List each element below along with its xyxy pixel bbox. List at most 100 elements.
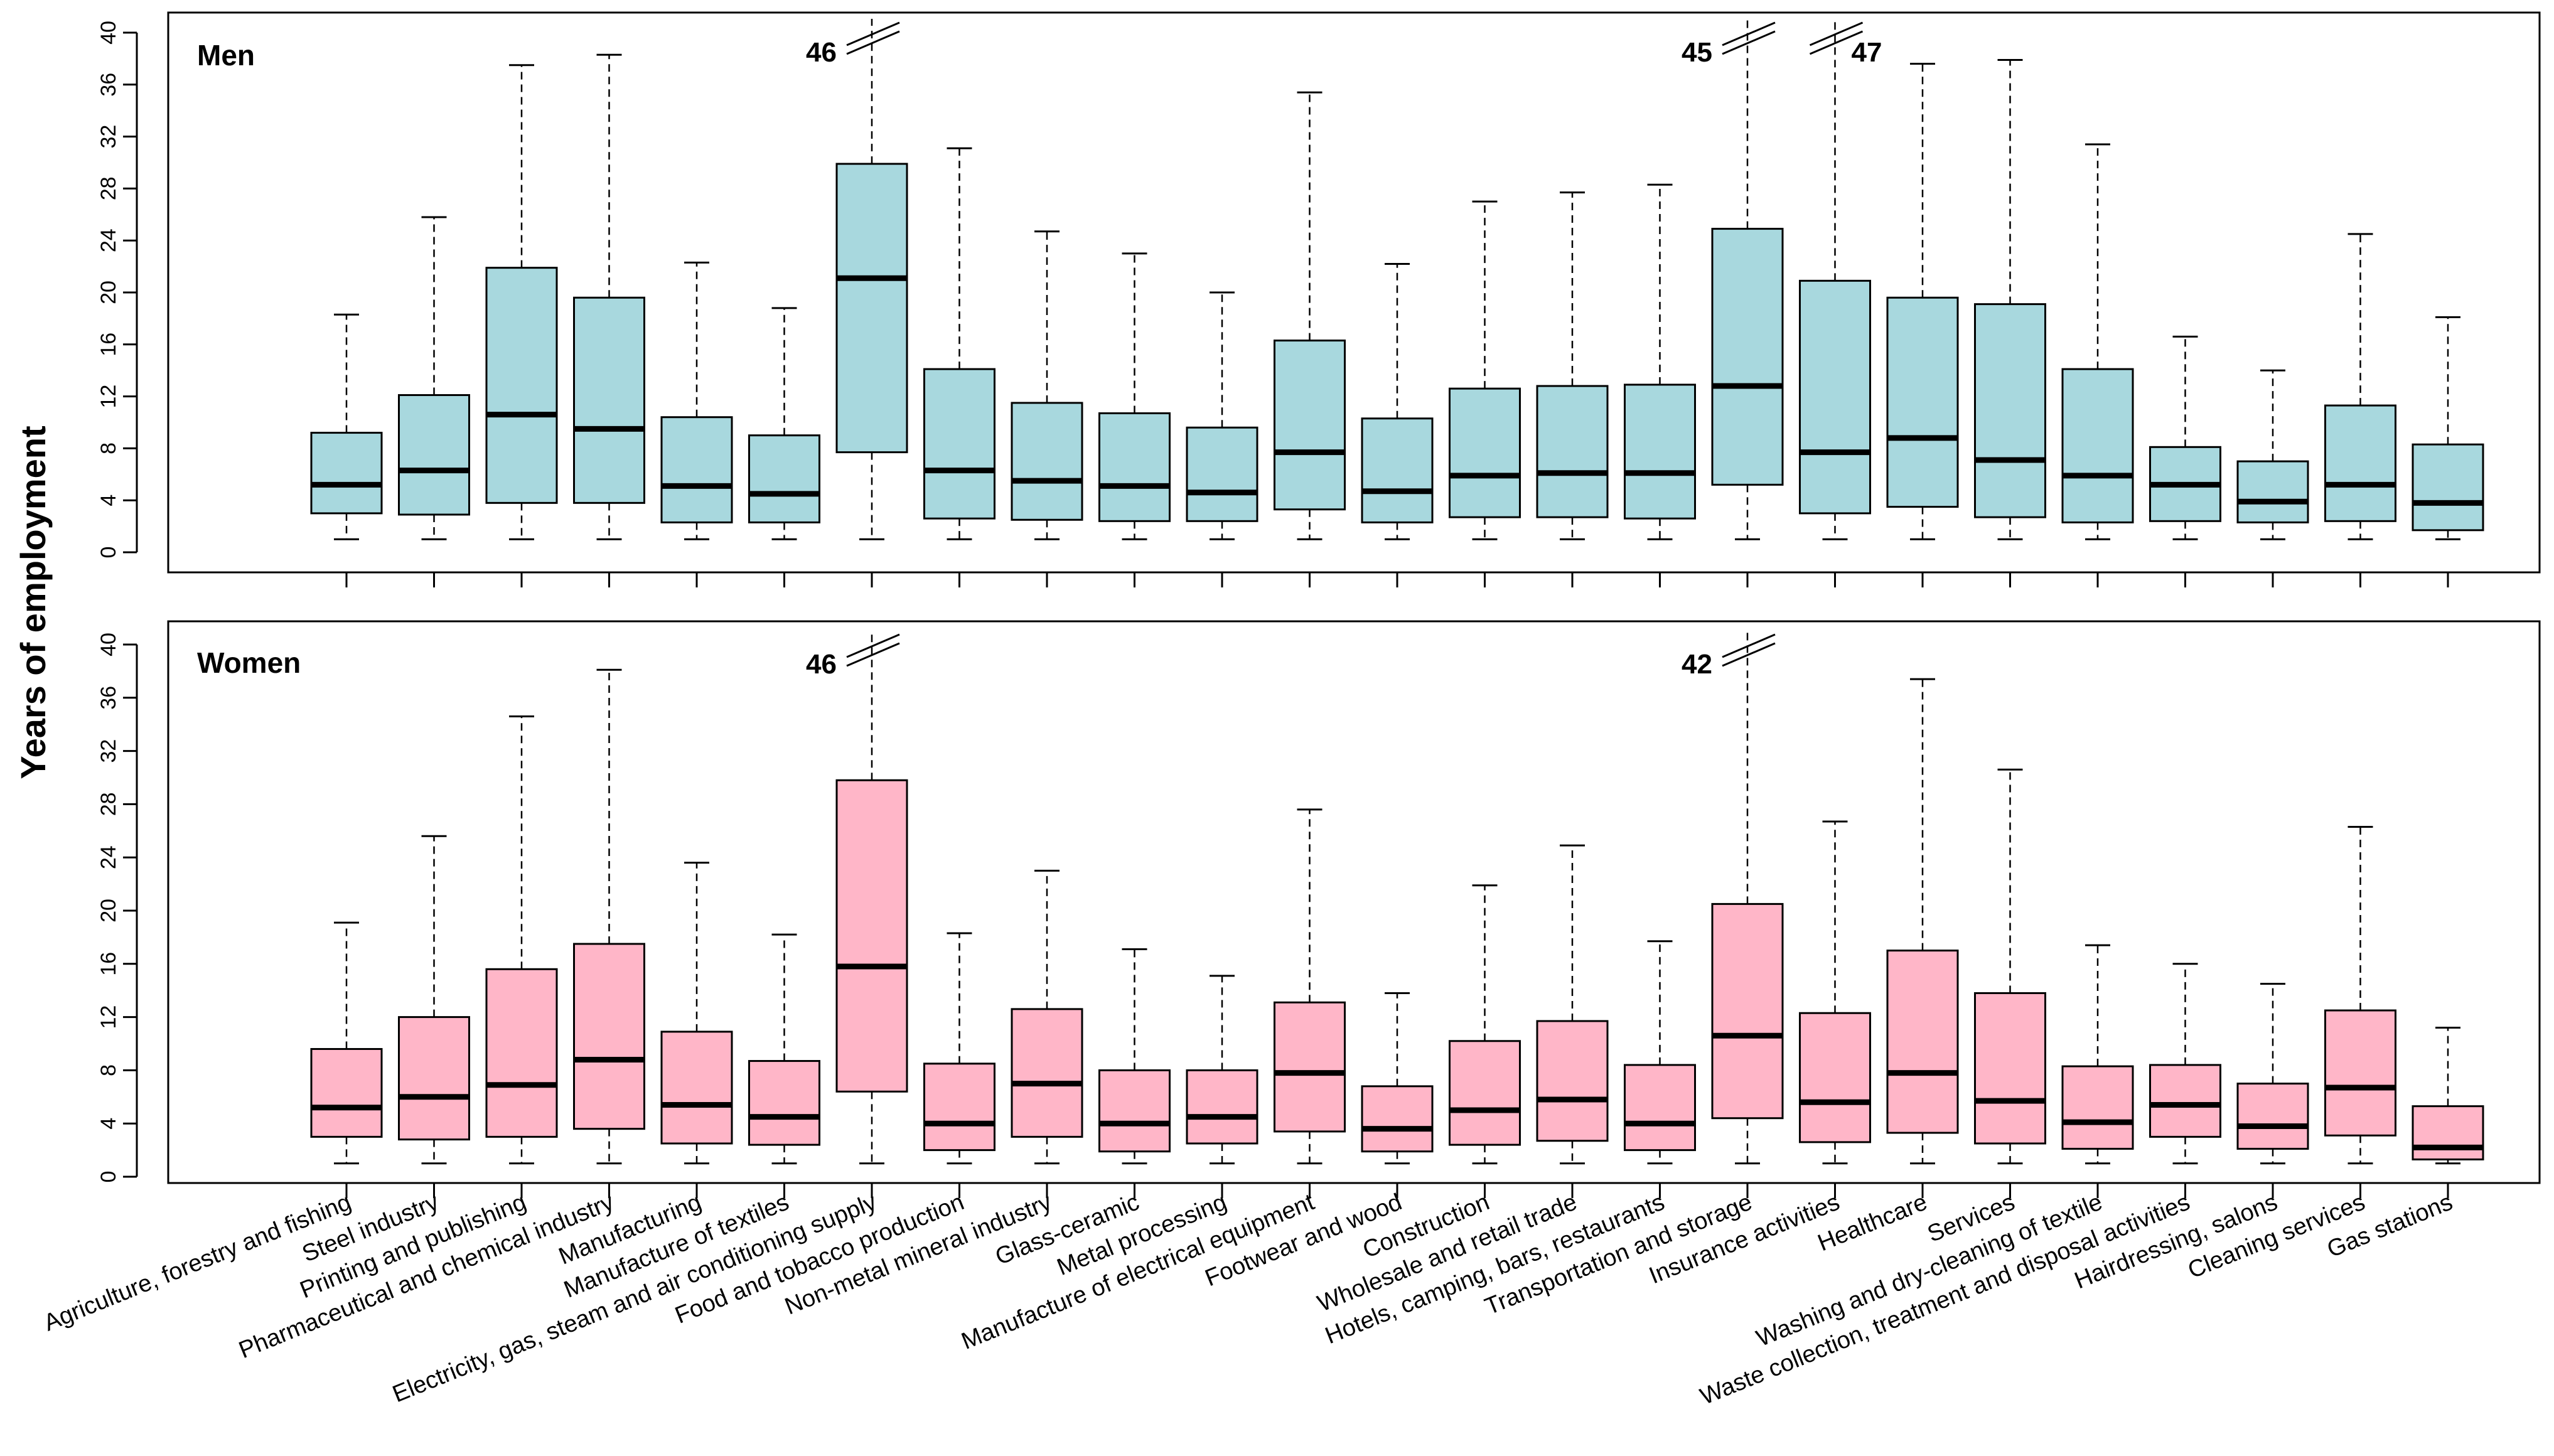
iqr-box	[1361, 1085, 1434, 1153]
box-11	[1274, 808, 1346, 1165]
iqr-box	[748, 434, 820, 523]
box-21	[2149, 963, 2221, 1165]
y-axis-label: Years of employment	[13, 426, 53, 779]
truncation-label: 45	[1682, 37, 1712, 68]
box-9	[1098, 252, 1171, 540]
panel-title: Men	[197, 39, 255, 72]
iqr-box	[748, 1060, 820, 1146]
y-tick-label: 32	[97, 125, 121, 149]
iqr-box	[1624, 1064, 1696, 1152]
y-tick-label: 40	[97, 21, 121, 45]
iqr-box	[310, 1047, 383, 1138]
box-15	[1624, 940, 1696, 1165]
box-1	[398, 216, 470, 540]
iqr-box	[1799, 1012, 1871, 1143]
iqr-box	[1098, 412, 1171, 522]
iqr-box	[923, 368, 995, 520]
box-10	[1186, 291, 1258, 540]
iqr-box	[1536, 1020, 1609, 1142]
box-19	[1974, 768, 2046, 1165]
box-8	[1011, 230, 1083, 540]
y-tick-label: 16	[97, 333, 121, 356]
box-0	[310, 921, 383, 1165]
box-19	[1974, 58, 2046, 540]
panel-women: Women 0 4 8 12 16 20 24 28 32 36 40 46 42	[97, 620, 2541, 1198]
iqr-box	[1624, 383, 1696, 520]
iqr-box	[660, 416, 733, 523]
iqr-box	[398, 1016, 470, 1141]
truncation-marker: 45	[1682, 21, 1776, 68]
box-20	[2061, 944, 2134, 1165]
box-22	[2236, 983, 2309, 1165]
box-5	[748, 933, 820, 1165]
iqr-box	[2412, 1105, 2484, 1160]
y-tick-label: 28	[97, 792, 121, 816]
iqr-box	[1098, 1069, 1171, 1153]
box-2	[485, 715, 558, 1165]
truncation-marker: 46	[806, 633, 900, 680]
truncation-label: 46	[806, 649, 837, 680]
box-24	[2412, 1027, 2484, 1165]
truncation-label: 47	[1852, 37, 1882, 68]
iqr-box	[1011, 402, 1083, 521]
iqr-box	[835, 779, 908, 1093]
box-16	[1711, 19, 1784, 540]
box-23	[2324, 825, 2396, 1165]
y-tick-label: 8	[97, 442, 121, 454]
iqr-box	[485, 267, 558, 504]
box-10	[1186, 975, 1258, 1165]
box-24	[2412, 316, 2484, 540]
y-tick-label: 32	[97, 739, 121, 763]
box-7	[923, 147, 995, 540]
iqr-box	[573, 296, 645, 504]
y-tick-label: 0	[97, 547, 121, 559]
iqr-box	[2149, 1064, 2221, 1138]
iqr-box	[2324, 1009, 2396, 1137]
break-slash	[846, 633, 900, 658]
iqr-box	[1274, 340, 1346, 511]
break-slash	[846, 30, 900, 55]
y-tick-label: 36	[97, 686, 121, 710]
iqr-box	[1886, 296, 1959, 508]
iqr-box	[398, 394, 470, 516]
box-6	[835, 631, 908, 1165]
y-tick-label: 16	[97, 952, 121, 976]
panel-men: Men 0 4 8 12 16 20 24 28 32 36 40 46 45 47	[97, 11, 2541, 587]
y-tick-label: 40	[97, 633, 121, 656]
iqr-box	[1974, 992, 2046, 1145]
break-slash	[1722, 30, 1776, 55]
box-12	[1361, 992, 1434, 1165]
iqr-box	[1274, 1001, 1346, 1133]
box-15	[1624, 183, 1696, 540]
break-slash	[846, 21, 900, 46]
box-5	[748, 307, 820, 540]
truncation-label: 46	[806, 37, 837, 68]
iqr-box	[1011, 1008, 1083, 1138]
iqr-box	[1449, 1040, 1521, 1146]
box-13	[1449, 200, 1521, 540]
box-14	[1536, 844, 1609, 1165]
iqr-box	[1449, 387, 1521, 518]
box-14	[1536, 191, 1609, 540]
break-slash	[846, 642, 900, 667]
y-tick-label: 28	[97, 176, 121, 200]
y-tick-label: 8	[97, 1064, 121, 1076]
y-tick-label: 20	[97, 899, 121, 923]
box-18	[1886, 63, 1959, 540]
y-tick-label: 24	[97, 228, 121, 252]
break-slash	[1809, 30, 1864, 55]
box-9	[1098, 948, 1171, 1165]
break-slash	[1809, 21, 1864, 46]
box-0	[310, 313, 383, 540]
iqr-box	[923, 1063, 995, 1152]
iqr-box	[2412, 443, 2484, 532]
box-8	[1011, 869, 1083, 1165]
box-2	[485, 64, 558, 540]
iqr-box	[1186, 426, 1258, 522]
iqr-box	[1186, 1069, 1258, 1145]
truncation-marker: 47	[1809, 21, 1882, 68]
y-tick-label: 0	[97, 1171, 121, 1183]
y-tick-label: 24	[97, 845, 121, 869]
iqr-box	[485, 968, 558, 1138]
box-3	[573, 53, 645, 540]
